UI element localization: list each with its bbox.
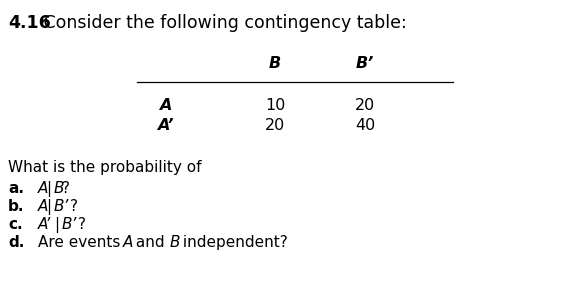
Text: B: B: [269, 56, 281, 71]
Text: |: |: [46, 181, 51, 197]
Text: A: A: [159, 98, 171, 113]
Text: 10: 10: [265, 98, 285, 113]
Text: A: A: [38, 181, 48, 196]
Text: B’: B’: [356, 56, 374, 71]
Text: and: and: [131, 235, 170, 250]
Text: ?: ?: [62, 181, 70, 196]
Text: B: B: [170, 235, 180, 250]
Text: B: B: [54, 181, 64, 196]
Text: 20: 20: [265, 118, 285, 133]
Text: a.: a.: [8, 181, 24, 196]
Text: A’: A’: [157, 118, 173, 133]
Text: |: |: [54, 217, 59, 233]
Text: independent?: independent?: [178, 235, 288, 250]
Text: |: |: [46, 199, 51, 215]
Text: ?: ?: [78, 217, 86, 232]
Text: A’: A’: [38, 217, 51, 232]
Text: c.: c.: [8, 217, 23, 232]
Text: A: A: [38, 199, 48, 214]
Text: B’: B’: [62, 217, 78, 232]
Text: B’: B’: [54, 199, 70, 214]
Text: d.: d.: [8, 235, 25, 250]
Text: 4.16: 4.16: [8, 14, 51, 32]
Text: 20: 20: [355, 98, 375, 113]
Text: b.: b.: [8, 199, 25, 214]
Text: ?: ?: [70, 199, 78, 214]
Text: Are events: Are events: [38, 235, 125, 250]
Text: What is the probability of: What is the probability of: [8, 160, 202, 175]
Text: A: A: [123, 235, 133, 250]
Text: Consider the following contingency table:: Consider the following contingency table…: [38, 14, 407, 32]
Text: 40: 40: [355, 118, 375, 133]
